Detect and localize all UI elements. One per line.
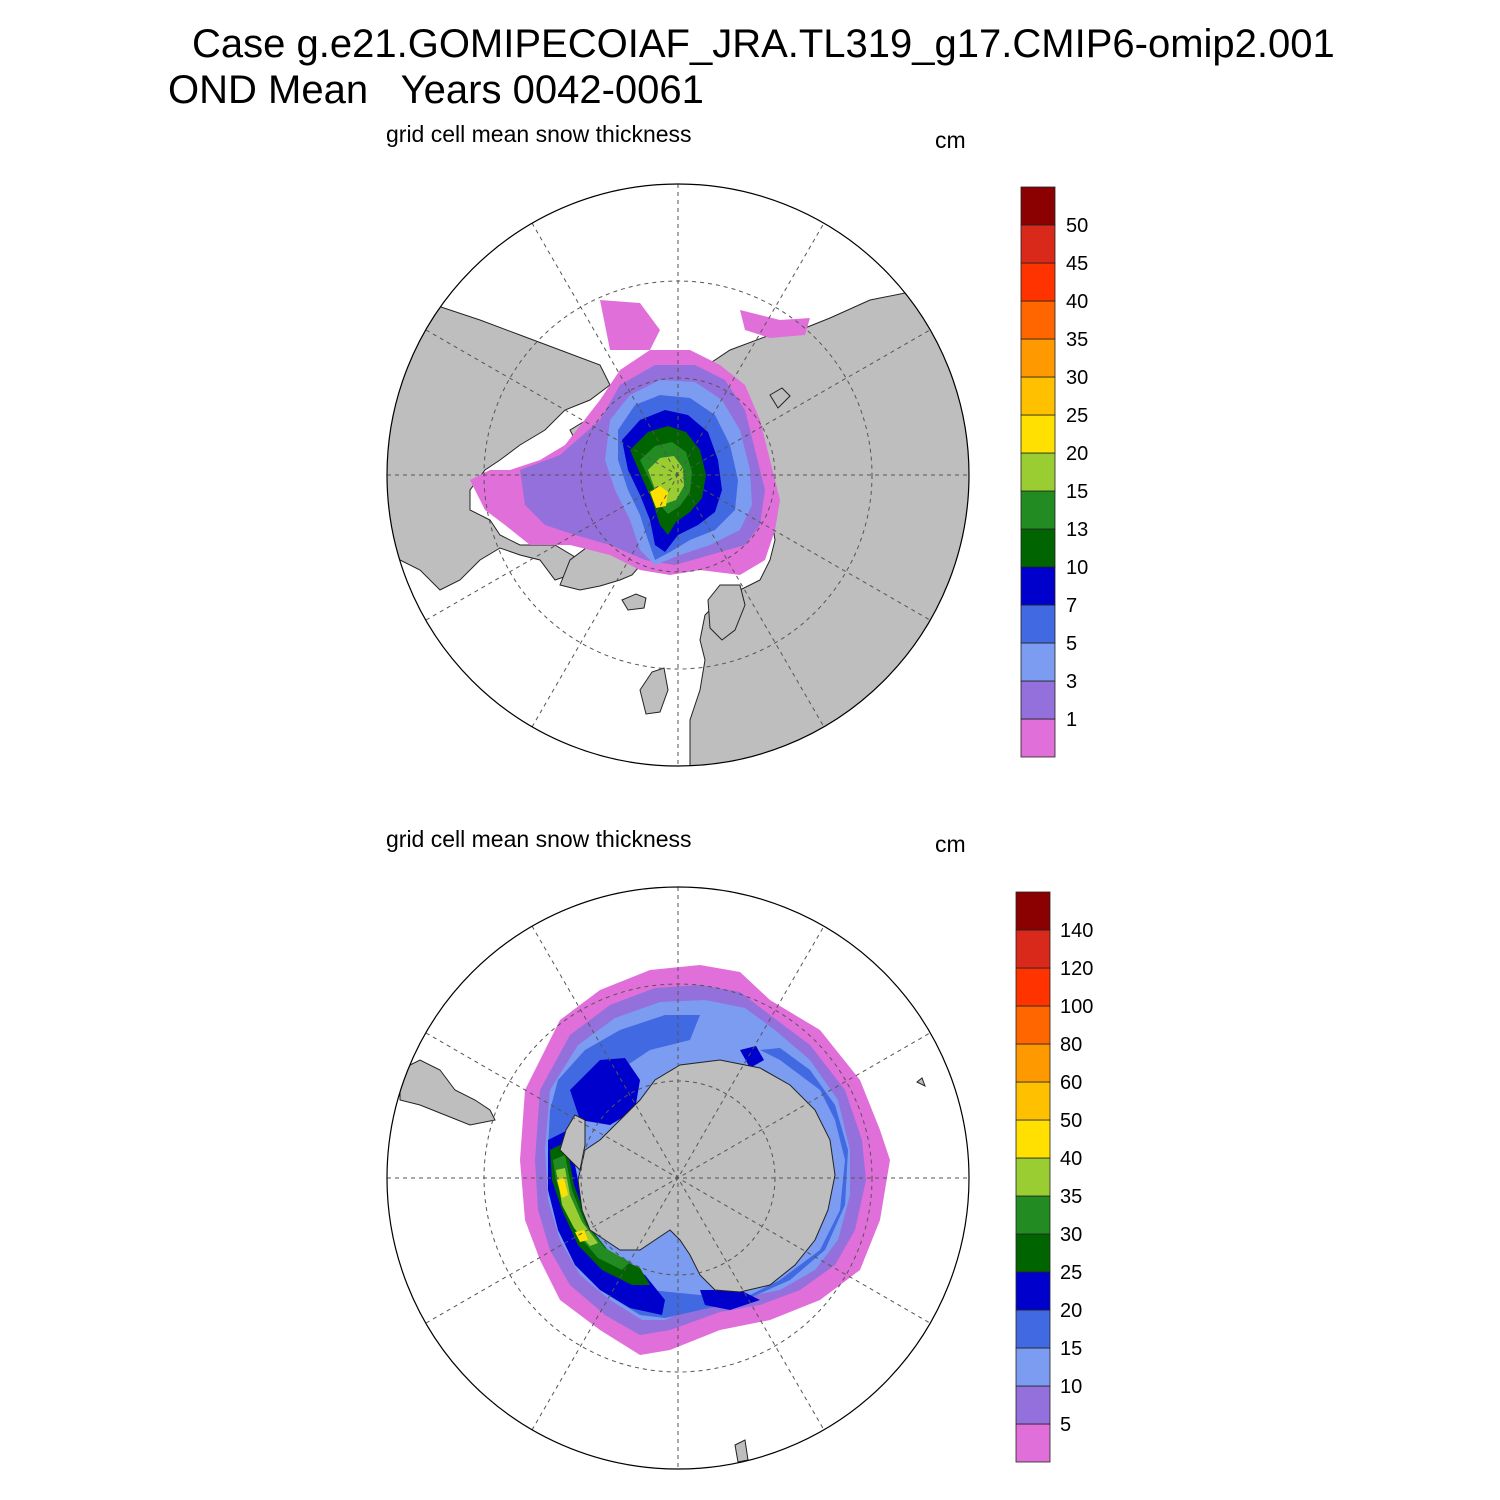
north-colorbar-swatch <box>1020 262 1056 302</box>
south-colorbar-swatch <box>1015 1271 1051 1311</box>
south-colorbar-tick-label: 80 <box>1060 1034 1082 1056</box>
south-graticule <box>387 887 969 1469</box>
south-colorbar-swatch <box>1015 1081 1051 1121</box>
south-colorbar-swatch <box>1015 891 1051 931</box>
british-isles-landmass <box>639 667 669 715</box>
north-colorbar-swatch <box>1020 224 1056 264</box>
south-colorbar-swatch <box>1015 1385 1051 1425</box>
north-colorbar-tick-label: 15 <box>1066 481 1088 503</box>
south-colorbar-tick-label: 60 <box>1060 1072 1082 1094</box>
north-colorbar-tick-label: 3 <box>1066 671 1077 693</box>
south-snow-band-20-25cm-east <box>740 1046 764 1068</box>
south-colorbar-swatch <box>1015 1347 1051 1387</box>
south-colorbar-swatch <box>1015 1195 1051 1235</box>
south-colorbar-swatch <box>1015 1005 1051 1045</box>
north-colorbar-tick-label: 30 <box>1066 367 1088 389</box>
north-colorbar-tick-label: 40 <box>1066 291 1088 313</box>
south-snow-band-20-25cm-ross <box>700 1290 760 1310</box>
south-america-landmass <box>399 1059 496 1126</box>
north-colorbar-swatch <box>1020 376 1056 416</box>
antarctic-peninsula <box>559 1114 586 1172</box>
south-colorbar-units: cm <box>935 831 966 857</box>
north-colorbar-swatch <box>1020 490 1056 530</box>
north-colorbar-swatch <box>1020 642 1056 682</box>
south-colorbar-tick-label: 30 <box>1060 1224 1082 1246</box>
south-colorbar-swatch <box>1015 1423 1051 1463</box>
north-colorbar-units: cm <box>935 127 966 153</box>
south-colorbar-swatch <box>1015 967 1051 1007</box>
novaya-zemlya-landmass <box>769 387 791 409</box>
south-colorbar-tick-label: 25 <box>1060 1262 1082 1284</box>
south-land <box>399 1059 926 1463</box>
south-colorbar-tick-label: 35 <box>1060 1186 1082 1208</box>
north-polar-map <box>386 183 970 767</box>
north-colorbar-swatch <box>1020 528 1056 568</box>
sub-antarctic-island <box>916 1077 926 1088</box>
south-colorbar-tick-label: 15 <box>1060 1338 1082 1360</box>
south-colorbar-swatch <box>1015 1043 1051 1083</box>
north-colorbar-swatch <box>1020 604 1056 644</box>
south-colorbar-swatch <box>1015 1157 1051 1197</box>
south-colorbar-tick-label: 100 <box>1060 996 1093 1018</box>
north-graticule <box>387 184 969 766</box>
north-colorbar-tick-label: 13 <box>1066 519 1088 541</box>
north-panel-title: grid cell mean snow thickness <box>386 121 692 147</box>
north-colorbar-tick-label: 35 <box>1066 329 1088 351</box>
north-snow-band-20-25cm <box>650 486 668 508</box>
south-colorbar-tick-label: 50 <box>1060 1110 1082 1132</box>
south-panel-title: grid cell mean snow thickness <box>386 826 692 852</box>
north-snow-band-0-1cm-kara <box>740 310 810 338</box>
north-map-boundary <box>386 183 970 767</box>
south-snow-band-35-40cm <box>556 1168 598 1246</box>
antarctica-landmass <box>577 1059 836 1293</box>
south-snow-band-40-50cm <box>557 1178 568 1198</box>
south-polar-map <box>386 886 970 1470</box>
south-snow-band-40-50cm-b <box>575 1230 588 1242</box>
south-colorbar-swatch <box>1015 1119 1051 1159</box>
south-snow-band-20-25cm-bellingshausen <box>548 1130 665 1315</box>
north-colorbar-tick-label: 50 <box>1066 215 1088 237</box>
south-colorbar-tick-label: 40 <box>1060 1148 1082 1170</box>
south-colorbar-tick-label: 140 <box>1060 920 1093 942</box>
north-snow-band-0-1cm-siberia <box>600 300 660 350</box>
figure-title-line-1: Case g.e21.GOMIPECOIAF_JRA.TL319_g17.CMI… <box>192 22 1335 66</box>
south-colorbar-tick-label: 120 <box>1060 958 1093 980</box>
north-colorbar-swatch <box>1020 186 1056 226</box>
south-colorbar-swatch <box>1015 1309 1051 1349</box>
south-map-boundary <box>386 886 970 1470</box>
south-colorbar-swatch <box>1015 929 1051 969</box>
north-colorbar-swatch <box>1020 680 1056 720</box>
north-colorbar-tick-label: 20 <box>1066 443 1088 465</box>
north-colorbar-swatch <box>1020 718 1056 758</box>
south-colorbar-tick-label: 20 <box>1060 1300 1082 1322</box>
south-colorbar-tick-label: 10 <box>1060 1376 1082 1398</box>
north-colorbar-swatch <box>1020 300 1056 340</box>
iceland-landmass <box>621 593 647 611</box>
north-snow-thickness-field <box>470 300 810 575</box>
north-colorbar-tick-label: 25 <box>1066 405 1088 427</box>
north-colorbar-swatch <box>1020 452 1056 492</box>
north-colorbar-swatch <box>1020 338 1056 378</box>
south-snow-band-20-25cm-weddell <box>570 1058 640 1125</box>
north-america-landmass <box>387 299 611 591</box>
south-colorbar: 5 10 15 20 25 30 35 40 50 60 80 100 120 140 <box>1015 891 1093 1463</box>
figure-title-line-2: OND Mean Years 0042-0061 <box>168 68 704 112</box>
north-colorbar-tick-label: 5 <box>1066 633 1077 655</box>
north-colorbar-swatch <box>1020 566 1056 606</box>
north-colorbar-tick-label: 7 <box>1066 595 1077 617</box>
north-colorbar-swatch <box>1020 414 1056 454</box>
north-colorbar-tick-label: 45 <box>1066 253 1088 275</box>
north-colorbar-tick-label: 10 <box>1066 557 1088 579</box>
scandinavia-landmass <box>707 584 746 641</box>
north-colorbar-tick-label: 1 <box>1066 709 1077 731</box>
south-colorbar-swatch <box>1015 1233 1051 1273</box>
south-colorbar-tick-label: 5 <box>1060 1414 1071 1436</box>
